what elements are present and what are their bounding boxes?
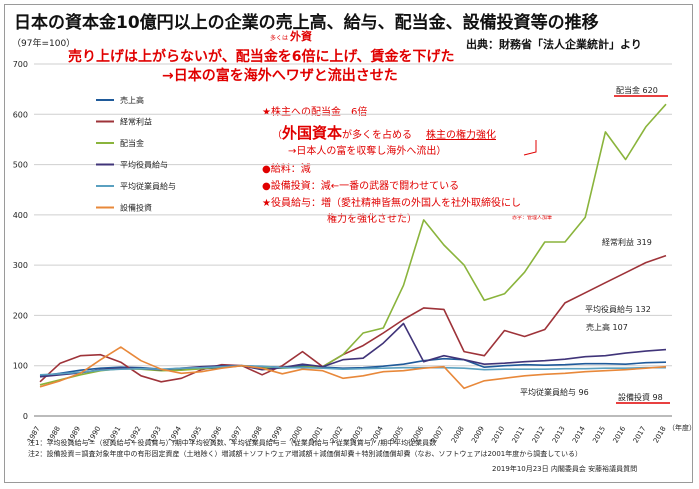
chart-title: 日本の資本金10億円以上の企業の売上高、給与、配当金、設備投資等の推移 (14, 13, 599, 33)
x-tick-label: 2007 (430, 425, 446, 444)
index-note: （97年=100） (12, 39, 76, 49)
legend-label: 平均従業員給与 (120, 181, 176, 191)
x-tick-label: 1992 (127, 425, 143, 444)
source-note: 出典：財務省「法人企業統計」より (466, 38, 642, 51)
annotation-line-2: →日本の富を海外へワザと流出させた (162, 68, 398, 84)
end-label: 経常利益 319 (602, 237, 652, 247)
x-tick-label: 1995 (187, 425, 203, 444)
annotation-capex: ●設備投資：減←一番の武器で闘わせている (262, 181, 460, 192)
annotation-power: 株主の権力強化 (426, 130, 497, 141)
x-tick-label: 2016 (612, 425, 628, 445)
ruby-text: 多くは 外資 (270, 30, 313, 43)
x-tick-label: 2018 (652, 425, 668, 444)
end-label: 平均役員給与 132 (585, 304, 651, 314)
end-label: 配当金 620 (616, 85, 658, 95)
note-1: 注1：平均役員給与＝（役員給与＋役員賞与）/期中平均役員数、平均従業員給与＝（従… (28, 439, 437, 447)
x-tick-label: 1997 (228, 425, 244, 444)
y-tick-label: 600 (13, 110, 28, 119)
series-line-設備投資 (39, 346, 667, 390)
emphasis-word: 外資 (290, 30, 313, 43)
legend-label: 経常利益 (120, 117, 152, 127)
x-tick-label: 1991 (107, 425, 123, 444)
annotation-line-1: 売り上げは上がらないが、配当金を6倍に上げ、賃金を下げた (68, 49, 455, 65)
x-tick-label: 1989 (66, 425, 82, 444)
y-tick-label: 100 (13, 362, 28, 371)
x-tick-label: 2015 (591, 425, 607, 444)
x-tick-label: 2002 (329, 425, 345, 444)
annotation-foreign-capital-emph: 外国資本 (282, 124, 343, 142)
footer-citation: 2019年10月23日 内閣委員会 安藤裕議員質問 (492, 465, 638, 473)
x-tick-label: 1988 (46, 425, 62, 444)
annotation-foreign-capital: （外国資本が多くを占める 株主の権力強化 (272, 124, 497, 142)
x-tick-label: 2006 (410, 425, 426, 445)
y-tick-label: 500 (13, 161, 28, 170)
x-tick-label: 2008 (450, 425, 466, 444)
end-label: 平均従業員給与 96 (520, 387, 589, 397)
end-label: 売上高 107 (586, 322, 628, 332)
x-tick-label: 2003 (349, 425, 365, 444)
series-line-経常利益 (39, 254, 667, 383)
x-tick-label: 1994 (167, 425, 183, 445)
x-tick-label: 1990 (86, 425, 102, 444)
annotation-outflow: →日本人の富を収奪し海外へ流出） (288, 146, 447, 157)
x-tick-label: 1993 (147, 425, 163, 444)
annotation-dividend: ★株主への配当金 6倍 (262, 107, 368, 118)
legend-label: 配当金 (120, 138, 144, 148)
x-tick-label: 1987 (26, 425, 42, 444)
legend-label: 設備投資 (120, 203, 152, 213)
x-tick-label: 2017 (632, 425, 648, 444)
x-tick-label: 2013 (551, 425, 567, 444)
x-tick-label: 2001 (309, 425, 325, 444)
annotation-salary: ●給料：減 (262, 164, 311, 175)
legend-label: 売上高 (120, 95, 144, 105)
annotation-arrow (523, 140, 537, 156)
x-tick-label: 2012 (531, 425, 547, 444)
series-line-売上高 (39, 357, 667, 377)
x-tick-label: 2011 (511, 425, 527, 444)
y-tick-label: 700 (13, 60, 28, 69)
y-tick-label: 300 (13, 261, 28, 270)
x-tick-label: 2000 (288, 425, 304, 444)
y-tick-label: 400 (13, 211, 28, 220)
x-tick-label: 2009 (470, 425, 486, 444)
legend-label: 平均役員給与 (120, 160, 168, 170)
x-tick-label: 1999 (268, 425, 284, 444)
x-tick-label: 2004 (369, 425, 385, 445)
end-label: 設備投資 98 (618, 392, 663, 402)
x-tick-label: 1996 (208, 425, 224, 445)
note-2: 注2：設備投資＝調査対象年度中の有形固定資産（土地除く）増減額＋ソフトウェア増減… (28, 450, 583, 458)
annotation-director-2: 権力を強化させた） (327, 214, 417, 225)
x-tick-label: 1998 (248, 425, 264, 444)
x-tick-label: 2005 (389, 425, 405, 444)
x-tick-label: 2010 (490, 425, 506, 444)
annotation-small-note: 赤字：管理人加筆 (512, 215, 553, 221)
annotation-director: ★役員給与：増（愛社精神皆無の外国人を社外取締役にし (262, 198, 521, 209)
y-tick-label: 200 (13, 311, 28, 320)
figure-frame (4, 4, 693, 483)
x-axis-label: （年度） (668, 423, 696, 432)
y-tick-label: 0 (23, 412, 28, 421)
series-line-平均従業員給与 (39, 364, 666, 376)
x-tick-label: 2014 (571, 425, 587, 445)
